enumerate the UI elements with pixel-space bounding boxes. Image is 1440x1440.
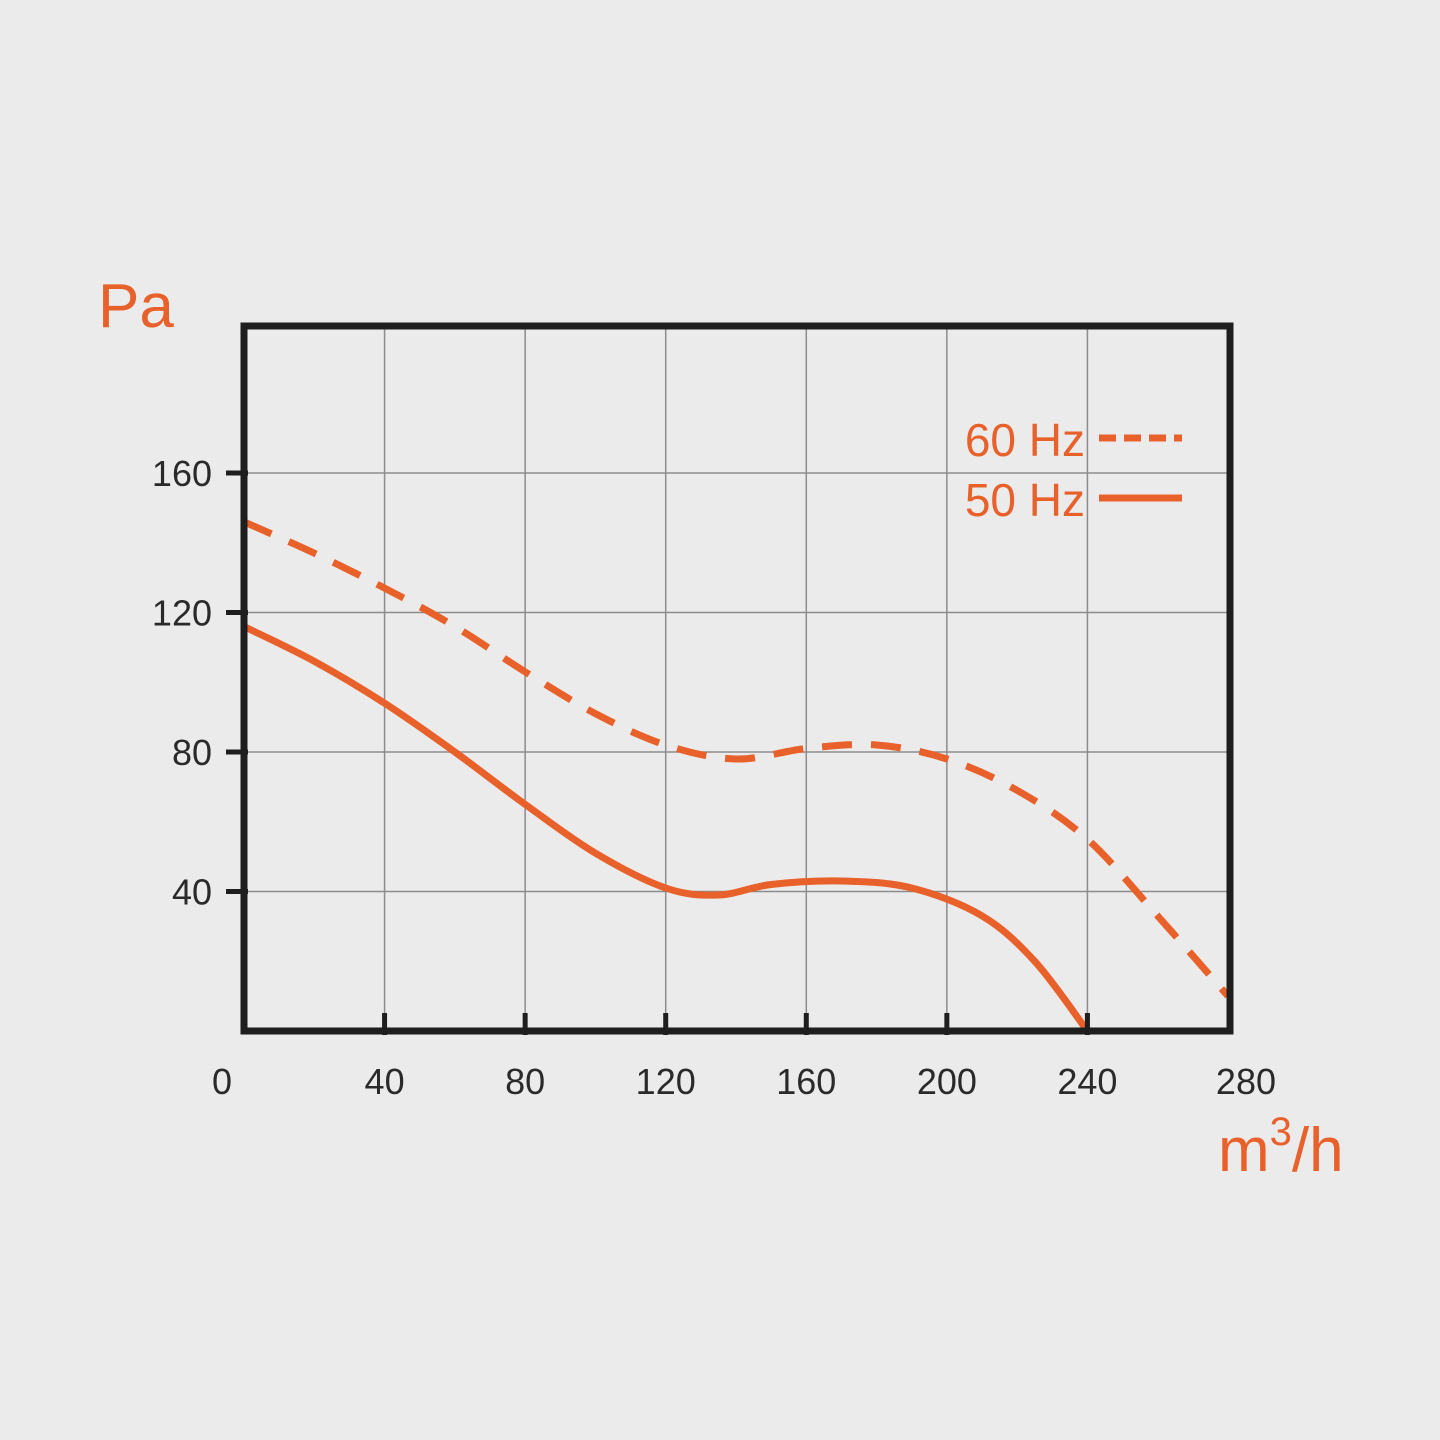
- legend-label-0: 60 Hz: [965, 414, 1085, 466]
- y-tick-label-120: 120: [152, 593, 212, 634]
- series-layer: [242, 518, 1231, 1034]
- x-tick-label-120: 120: [636, 1061, 696, 1102]
- series-line-solid: [242, 623, 1091, 1034]
- y-tick-label-160: 160: [152, 453, 212, 494]
- x-tick-label-0: 0: [212, 1061, 232, 1102]
- x-tick-label-200: 200: [917, 1061, 977, 1102]
- grid: [244, 326, 1230, 1031]
- x-tick-label-280: 280: [1216, 1061, 1276, 1102]
- ticks: 0 40 80 120 160 200 240 280 40 80 120 160: [152, 453, 1276, 1102]
- y-tick-label-80: 80: [172, 732, 212, 773]
- x-tick-label-40: 40: [365, 1061, 405, 1102]
- x-tick-label-160: 160: [776, 1061, 836, 1102]
- x-tick-label-240: 240: [1057, 1061, 1117, 1102]
- x-tick-label-80: 80: [505, 1061, 545, 1102]
- legend-label-1: 50 Hz: [965, 474, 1085, 526]
- series-line-dashed: [242, 518, 1231, 999]
- plot-frame: [240, 322, 1234, 1035]
- legend: 60 Hz 50 Hz: [965, 414, 1182, 526]
- y-tick-label-40: 40: [172, 872, 212, 913]
- x-axis-label: m3/h: [1218, 1110, 1344, 1185]
- y-axis-label: Pa: [98, 272, 174, 341]
